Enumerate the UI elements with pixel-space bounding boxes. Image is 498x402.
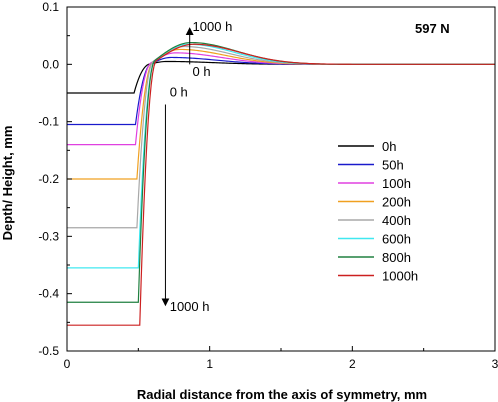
legend-label-400h: 400h (382, 213, 411, 228)
series-line-100h (67, 52, 495, 146)
legend-label-0h: 0h (382, 139, 396, 154)
x-tick-label: 0 (64, 357, 71, 371)
y-tick-label: 0.1 (42, 0, 59, 14)
series-line-800h (67, 41, 495, 303)
series-line-1000h (67, 43, 495, 326)
legend-label-50h: 50h (382, 158, 404, 173)
legend-label-600h: 600h (382, 232, 411, 247)
load-label: 597 N (415, 21, 450, 36)
axes-layer: 0 1 2 3 0.1 0.0 -0.1 -0.2 -0.3 -0.4 -0.5 (38, 0, 498, 371)
series-line-50h (67, 56, 495, 126)
series-line-200h (67, 48, 495, 180)
y-tick-label: 0.0 (42, 57, 59, 71)
x-axis-title: Radial distance from the axis of symmetr… (137, 387, 427, 402)
annotation-label-0: 1000 h (193, 19, 233, 34)
legend-label-200h: 200h (382, 195, 411, 210)
y-tick-label: -0.4 (38, 287, 59, 301)
annotation-layer: 1000 h 0 h 0 h 1000 h (161, 19, 233, 314)
y-tick-label: -0.1 (38, 115, 59, 129)
y-axis-title: Depth/ Height, mm (0, 126, 15, 241)
annotation-label-1: 0 h (193, 64, 211, 79)
legend-label-1000h: 1000h (382, 269, 418, 284)
legend-label-100h: 100h (382, 176, 411, 191)
x-tick-label: 2 (349, 357, 356, 371)
annotation-label-3: 1000 h (170, 299, 210, 314)
series-line-0h (67, 60, 495, 94)
x-tick-label: 1 (206, 357, 213, 371)
series-layer (67, 41, 495, 326)
legend-label-800h: 800h (382, 250, 411, 265)
series-line-600h (67, 43, 495, 269)
y-tick-label: -0.2 (38, 172, 59, 186)
annotation-label-2: 0 h (170, 84, 188, 99)
legend: 0h 50h 100h 200h 400h 600h 800h 1000h (338, 139, 418, 284)
x-tick-label: 3 (492, 357, 498, 371)
series-line-400h (67, 45, 495, 229)
y-tick-label: -0.3 (38, 229, 59, 243)
y-tick-label: -0.5 (38, 344, 59, 358)
